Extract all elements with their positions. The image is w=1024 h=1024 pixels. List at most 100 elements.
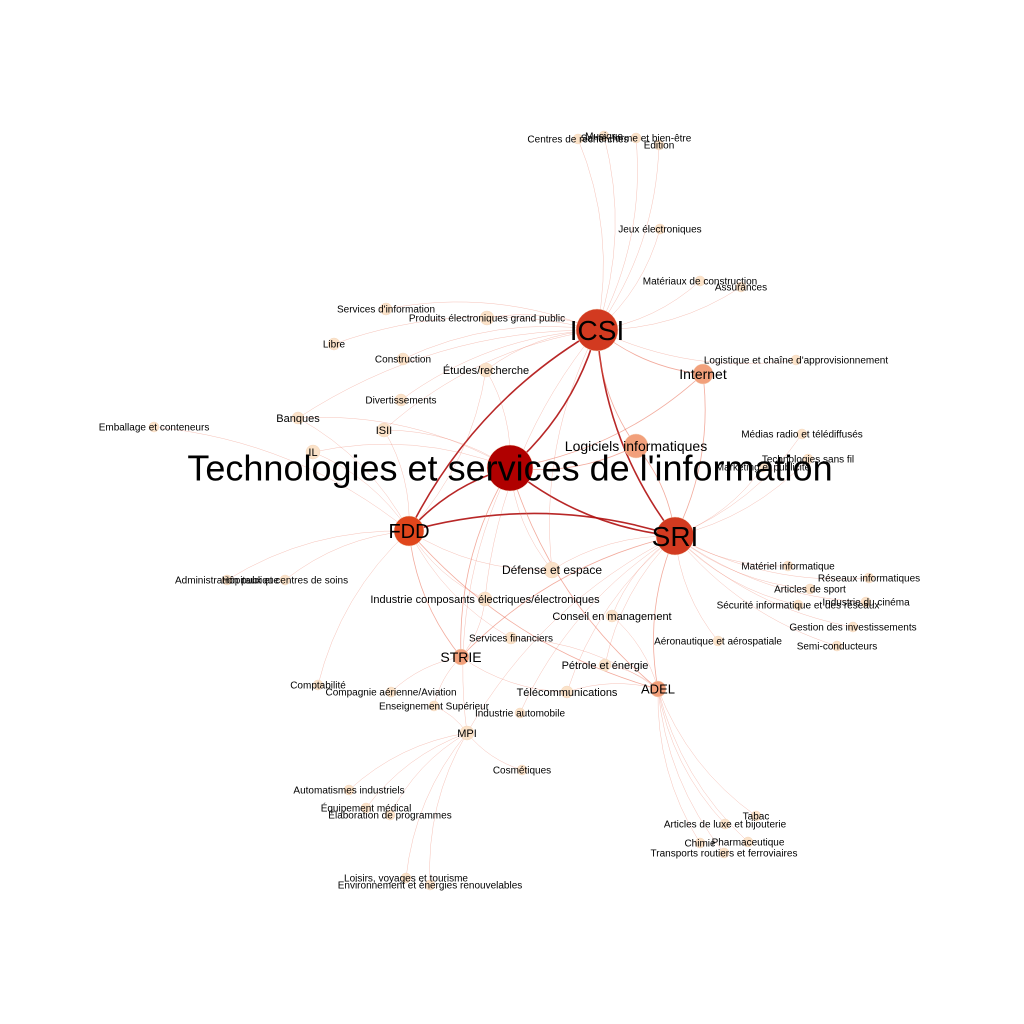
node-marketing[interactable] bbox=[757, 461, 769, 473]
node-sansfil[interactable] bbox=[802, 453, 814, 465]
node-construction[interactable] bbox=[396, 352, 410, 366]
node-admin[interactable] bbox=[221, 574, 233, 586]
label-admin: Administration publique bbox=[175, 576, 279, 587]
label-aero: Aéronautique et aérospatiale bbox=[654, 637, 782, 648]
edge-icsi-isii bbox=[383, 329, 598, 431]
node-auto[interactable] bbox=[514, 707, 526, 719]
label-adel: ADEL bbox=[641, 682, 675, 697]
node-sport[interactable] bbox=[804, 583, 816, 595]
node-environ[interactable] bbox=[424, 879, 436, 891]
label-strie: STRIE bbox=[440, 649, 481, 665]
node-comptab[interactable] bbox=[312, 679, 324, 691]
label-automat: Automatismes industriels bbox=[293, 786, 404, 797]
node-materiaux[interactable] bbox=[694, 275, 706, 287]
node-tsi[interactable] bbox=[486, 444, 534, 492]
node-divert[interactable] bbox=[394, 393, 408, 407]
label-composants: Industrie composants électriques/électro… bbox=[370, 594, 600, 606]
label-jeux: Jeux électroniques bbox=[618, 225, 701, 236]
node-libre[interactable] bbox=[327, 337, 341, 351]
edge-sri-fdd bbox=[408, 512, 676, 537]
node-defense[interactable] bbox=[543, 561, 561, 579]
edge-adel-servfin bbox=[510, 637, 659, 690]
node-enseign[interactable] bbox=[428, 700, 440, 712]
node-sante[interactable] bbox=[630, 132, 642, 144]
label-assurances: Assurances bbox=[715, 283, 767, 294]
node-equipmed[interactable] bbox=[360, 802, 372, 814]
node-secinfo[interactable] bbox=[792, 599, 804, 611]
node-materiel[interactable] bbox=[782, 560, 794, 572]
edge-icsi-divert bbox=[400, 329, 598, 401]
label-materiaux: Matériaux de construction bbox=[643, 277, 758, 288]
node-chimie[interactable] bbox=[694, 837, 706, 849]
node-isii[interactable] bbox=[376, 422, 392, 438]
label-telecom: Télécommunications bbox=[517, 687, 618, 699]
node-emballage[interactable] bbox=[148, 421, 160, 433]
edge-icsi-musique bbox=[596, 135, 616, 331]
label-emballage: Emballage et conteneurs bbox=[99, 423, 210, 434]
edge-fdd-admin bbox=[226, 530, 410, 581]
node-etudes[interactable] bbox=[478, 362, 494, 378]
node-pharma[interactable] bbox=[742, 836, 754, 848]
node-assurances[interactable] bbox=[735, 281, 747, 293]
node-elabprog[interactable] bbox=[384, 809, 396, 821]
node-loisirs[interactable] bbox=[400, 872, 412, 884]
node-gestinv[interactable] bbox=[847, 621, 859, 633]
node-logiciels[interactable] bbox=[623, 433, 649, 459]
node-petrole[interactable] bbox=[598, 658, 612, 672]
node-telecom[interactable] bbox=[560, 685, 574, 699]
node-composants[interactable] bbox=[477, 591, 493, 607]
label-banques: Banques bbox=[276, 413, 320, 425]
node-logistique[interactable] bbox=[790, 354, 802, 366]
node-servinfo[interactable] bbox=[379, 302, 393, 316]
edge-fdd-emballage bbox=[153, 426, 410, 532]
label-etudes: Études/recherche bbox=[443, 364, 529, 377]
node-banques[interactable] bbox=[291, 411, 305, 425]
edge-adel-chimie bbox=[657, 688, 701, 844]
node-il[interactable] bbox=[305, 444, 321, 460]
edge-fdd-hopitaux bbox=[284, 530, 410, 581]
node-musique[interactable] bbox=[598, 130, 610, 142]
node-jeux[interactable] bbox=[654, 223, 666, 235]
node-sri[interactable] bbox=[655, 516, 695, 556]
node-cosmet[interactable] bbox=[516, 764, 528, 776]
node-hopitaux[interactable] bbox=[279, 574, 291, 586]
edge-icsi-logistique bbox=[596, 329, 797, 364]
label-fdd: FDD bbox=[388, 521, 429, 543]
label-icsi: ICSI bbox=[570, 315, 624, 346]
node-cinema[interactable] bbox=[860, 596, 872, 608]
node-reseaux[interactable] bbox=[863, 572, 875, 584]
edge-adel-telecom bbox=[566, 683, 659, 693]
node-conseil[interactable] bbox=[605, 609, 619, 623]
node-aero[interactable] bbox=[712, 635, 724, 647]
edge-mpi-elabprog bbox=[389, 732, 468, 816]
node-mpi[interactable] bbox=[459, 725, 475, 741]
edge-icsi-defense bbox=[549, 329, 598, 571]
node-transports[interactable] bbox=[718, 847, 730, 859]
node-adel[interactable] bbox=[649, 680, 667, 698]
node-fdd[interactable] bbox=[393, 515, 425, 547]
edge-adel-transports bbox=[657, 688, 725, 854]
edge-sri-strie bbox=[460, 535, 676, 658]
label-servinfo: Services d'information bbox=[337, 305, 435, 316]
node-medias[interactable] bbox=[796, 428, 808, 440]
label-tsi: Technologies et services de l'informatio… bbox=[187, 448, 832, 489]
node-icsi[interactable] bbox=[575, 308, 619, 352]
node-semicond[interactable] bbox=[831, 640, 843, 652]
node-centres[interactable] bbox=[572, 133, 584, 145]
label-elabprog: Élaboration de programmes bbox=[328, 809, 451, 822]
node-automat[interactable] bbox=[343, 784, 355, 796]
label-edition: Édition bbox=[644, 139, 675, 152]
node-tabac[interactable] bbox=[750, 810, 762, 822]
node-layer bbox=[148, 130, 875, 891]
node-servfin[interactable] bbox=[504, 631, 518, 645]
node-aviation[interactable] bbox=[385, 686, 397, 698]
edge-sri-telecom bbox=[566, 535, 676, 693]
node-luxe[interactable] bbox=[719, 818, 731, 830]
node-produits[interactable] bbox=[479, 310, 495, 326]
node-strie[interactable] bbox=[452, 648, 470, 666]
node-internet[interactable] bbox=[692, 363, 714, 385]
edge-mpi-environ bbox=[429, 732, 468, 886]
edge-fdd-comptab bbox=[317, 530, 410, 686]
label-sport: Articles de sport bbox=[774, 585, 846, 596]
node-edition[interactable] bbox=[653, 139, 665, 151]
